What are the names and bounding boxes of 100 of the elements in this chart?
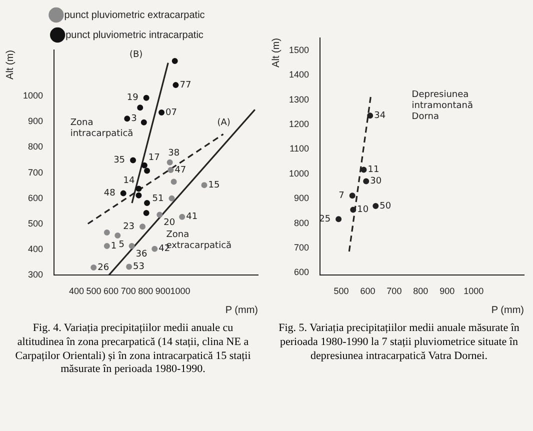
point <box>168 167 174 174</box>
point <box>140 224 146 230</box>
caption: Fig. 5. Variația precipitațiilor medii anuale măsurate în perioada 1980-1990 la 7 stații pluviometrice situate în depresiunea intracarpatică Vatra Dornei. <box>278 321 520 364</box>
annotation: 53 <box>133 262 144 272</box>
y-tick-label: 1000 <box>288 168 310 178</box>
point <box>201 182 208 188</box>
annotation: 35 <box>114 156 126 166</box>
y-tick-label: 800 <box>294 218 310 228</box>
point <box>143 94 150 101</box>
y-tick-label: 1200 <box>288 118 310 129</box>
annotation: 48 <box>104 188 116 199</box>
y-tick-label: 1000 <box>22 90 44 101</box>
legend-label: punct pluviometric extracarpatic <box>64 10 205 21</box>
x-tick-label: 600 <box>104 286 119 296</box>
point <box>172 82 179 88</box>
point <box>130 157 136 164</box>
point <box>141 162 148 168</box>
x-tick-label: 500 <box>86 286 102 296</box>
annotation: 14 <box>123 176 135 186</box>
annotation: 34 <box>374 110 386 121</box>
point <box>120 190 126 196</box>
annotation: (B) <box>129 50 144 61</box>
annotation: 50 <box>380 201 392 212</box>
point <box>360 166 367 173</box>
annotation: 15 <box>208 180 220 190</box>
point <box>104 243 110 250</box>
annotation: 3 <box>131 114 137 124</box>
x-tick-label: 500 <box>334 286 349 296</box>
y-axis-title: Alt (m) <box>4 50 16 80</box>
x-tick-label: 600 <box>360 286 376 296</box>
point <box>367 112 374 119</box>
point <box>144 200 150 206</box>
point <box>349 192 356 199</box>
point <box>166 159 173 166</box>
annotation: 51 <box>152 194 164 204</box>
annotation: Zona intracarpatică <box>70 118 134 139</box>
y-tick-label: 800 <box>28 142 44 152</box>
annotation: 26 <box>98 262 110 273</box>
annotation: 23 <box>123 222 135 232</box>
point <box>137 104 144 111</box>
x-axis-title: P (mm) <box>491 304 524 316</box>
annotation: 7 <box>338 190 344 201</box>
annotation: Depresiunea intramontană Dorna <box>412 90 474 124</box>
point <box>170 178 177 185</box>
annotation: 1 <box>110 241 117 252</box>
x-tick-label: 800 <box>138 286 154 296</box>
point <box>126 264 132 270</box>
y-tick-label: 400 <box>28 244 44 254</box>
x-tick-label: 700 <box>386 286 402 296</box>
point <box>363 178 370 184</box>
x-tick-label: 400 <box>68 286 84 296</box>
point <box>179 214 186 220</box>
point <box>104 229 110 236</box>
point <box>172 58 178 64</box>
point <box>136 186 142 192</box>
annotation: 10 <box>357 205 369 216</box>
annotation: 11 <box>368 165 380 176</box>
point <box>336 216 342 222</box>
caption: Fig. 4. Variația precipitațiilor medii anuale cu altitudinea în zona precarpatică (14 stații, clina NE a Carpaților Orientali) și în zona intracarpatică 15 stații măsurate în perioada 1980-1990. <box>14 321 252 378</box>
annotation: 36 <box>136 249 148 260</box>
x-tick-label: 1000 <box>170 286 190 296</box>
point <box>124 116 130 122</box>
annotation: (A) <box>217 118 232 129</box>
y-tick-label: 1100 <box>290 144 310 154</box>
point <box>114 232 121 239</box>
point <box>143 210 150 216</box>
point <box>158 109 165 116</box>
annotation: 07 <box>166 108 177 118</box>
x-tick-label: 1000 <box>464 286 484 296</box>
x-tick-label: 800 <box>413 286 428 296</box>
y-tick-label: 300 <box>28 270 44 280</box>
y-tick-label: 500 <box>28 218 44 229</box>
annotation: 38 <box>168 148 180 159</box>
y-tick-label: 900 <box>294 193 310 204</box>
point <box>90 264 97 271</box>
annotation: 77 <box>180 80 192 90</box>
annotation: 20 <box>164 218 176 228</box>
point <box>350 206 356 213</box>
point <box>372 203 379 210</box>
y-tick-label: 700 <box>28 167 44 178</box>
y-tick-label: 700 <box>294 242 310 253</box>
annotation: 17 <box>148 152 160 163</box>
x-tick-label: 900 <box>155 286 170 296</box>
point <box>144 168 150 174</box>
y-axis-title: Alt (m) <box>270 38 282 68</box>
y-tick-label: 900 <box>28 116 44 126</box>
point <box>168 195 175 202</box>
x-tick-label: 700 <box>120 286 136 296</box>
point <box>140 119 147 126</box>
y-tick-label: 1500 <box>288 44 310 55</box>
y-tick-label: 1400 <box>288 70 310 80</box>
point <box>152 246 158 252</box>
annotation: 47 <box>174 165 186 176</box>
y-tick-label: 600 <box>294 267 310 278</box>
y-tick-label: 1300 <box>288 94 310 104</box>
annotation: 41 <box>186 212 198 222</box>
point <box>136 192 142 198</box>
x-axis-title: P (mm) <box>225 304 258 316</box>
point <box>156 212 163 218</box>
legend-label: punct pluviometric intracarpatic <box>66 30 204 41</box>
